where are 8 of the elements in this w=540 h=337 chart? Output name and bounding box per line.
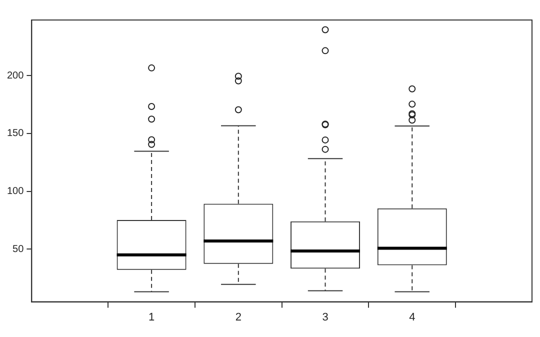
y-tick-label: 50 (12, 244, 24, 255)
y-tick-label: 200 (6, 70, 24, 82)
y-tick-label: 150 (6, 128, 24, 140)
x-tick-label: 2 (235, 311, 242, 324)
x-tick-label: 1 (148, 311, 155, 324)
x-tick-label: 4 (409, 311, 416, 324)
y-tick-label: 100 (6, 186, 24, 198)
x-tick-label: 3 (322, 311, 328, 324)
